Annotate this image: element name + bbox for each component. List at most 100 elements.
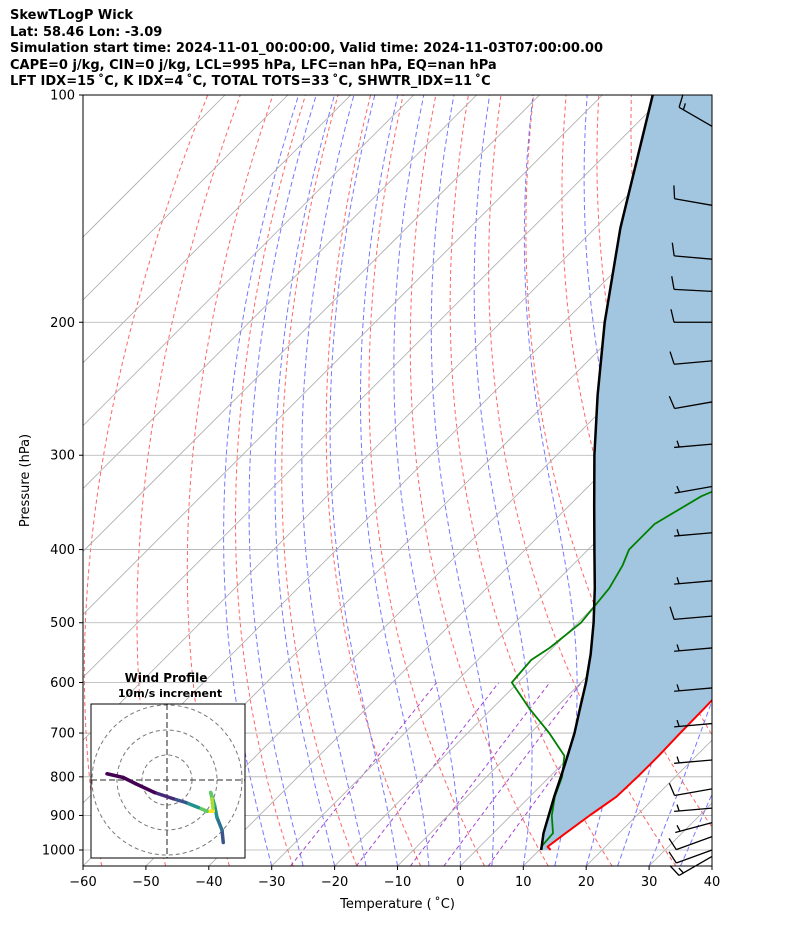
hodograph-segment: [105, 772, 125, 780]
wind-barb: [671, 276, 713, 293]
wind-barb: [674, 644, 713, 652]
dry-adiabat: [525, 95, 712, 828]
isotherm: [83, 95, 414, 427]
cape-cin-fill: [541, 95, 712, 850]
x-tick-label: 10: [515, 875, 532, 890]
y-tick-label: 700: [50, 727, 75, 742]
hodograph-segment: [215, 815, 224, 832]
wind-barb: [674, 684, 713, 692]
parcel-profile-line: [539, 95, 654, 851]
y-tick-label: 400: [50, 543, 75, 558]
wind-barb: [674, 577, 713, 585]
hodograph-segment: [134, 782, 157, 795]
x-tick-label: 0: [456, 875, 464, 890]
y-tick-label: 1000: [42, 844, 75, 859]
dry-adiabat: [729, 95, 794, 866]
dry-adiabat: [449, 95, 613, 866]
hodograph-segment: [121, 775, 138, 786]
moist-adiabat: [648, 699, 712, 866]
dry-adiabat: [325, 95, 422, 866]
hodograph-subtitle: 10m/s increment: [118, 687, 222, 700]
isotherm: [83, 95, 226, 238]
moist-adiabat: [473, 95, 533, 866]
dry-adiabat: [235, 95, 306, 866]
isotherm: [83, 95, 540, 553]
y-tick-label: 500: [50, 616, 75, 631]
moist-adiabat: [393, 95, 461, 866]
y-tick-label: 900: [50, 809, 75, 824]
isotherm: [397, 550, 712, 866]
x-tick-label: −40: [195, 875, 222, 890]
dry-adiabat: [762, 95, 794, 866]
hodograph-segment: [152, 790, 175, 801]
x-tick-label: −30: [258, 875, 285, 890]
wind-barb: [669, 606, 713, 621]
mixing-ratio-line: [443, 682, 582, 866]
x-tick-label: −10: [384, 875, 411, 890]
chart-title: SkewTLogP Wick: [10, 8, 134, 23]
moist-adiabat: [711, 864, 712, 866]
y-axis-label: Pressure (hPa): [18, 434, 33, 527]
dry-adiabat: [186, 95, 274, 866]
isotherm: [145, 299, 712, 866]
isotherm: [83, 95, 289, 301]
moist-adiabat: [523, 95, 578, 866]
x-axis: −60 −50 −40 −30 −20 −10 0 10 20 30 40 Temperature (…: [69, 866, 720, 912]
x-axis-label: Temperature ( ˚C): [339, 896, 455, 912]
plot-area: [83, 95, 794, 866]
mixing-ratio-line: [290, 682, 438, 866]
index-line: LFT IDX=15 ˚C, K IDX=4 ˚C, TOTAL TOTS=33…: [10, 74, 491, 89]
x-tick-label: 40: [704, 875, 721, 890]
wind-barb: [674, 756, 713, 764]
hodograph-segment: [184, 800, 200, 810]
wind-barb: [674, 719, 713, 728]
y-tick-label: 800: [50, 770, 75, 785]
location-line: Lat: 58.46 Lon: -3.09: [10, 24, 163, 40]
hodograph-segment: [171, 797, 188, 805]
cape-line: CAPE=0 j/kg, CIN=0 j/kg, LCL=995 hPa, LF…: [10, 57, 497, 73]
moist-adiabat: [274, 95, 336, 866]
dry-adiabat: [368, 95, 485, 866]
moist-adiabat: [223, 95, 300, 866]
isotherm: [334, 488, 712, 866]
moist-adiabat: [301, 95, 367, 866]
dry-adiabat: [136, 95, 241, 866]
wind-barb: [674, 485, 713, 494]
wind-barb: [668, 396, 713, 410]
dry-adiabat: [561, 95, 712, 736]
moist-adiabat: [617, 95, 698, 866]
x-tick-label: −20: [321, 875, 348, 890]
hodograph-segment: [210, 797, 215, 813]
x-tick-label: −50: [132, 875, 159, 890]
dry-adiabat: [83, 95, 209, 866]
wind-barbs: [668, 94, 713, 877]
wind-barb: [668, 836, 713, 851]
isotherm: [83, 95, 352, 364]
hodograph-segment: [220, 828, 225, 845]
y-tick-label: 200: [50, 316, 75, 331]
wind-barb: [671, 242, 713, 260]
chart-header: SkewTLogP Wick Lat: 58.46 Lon: -3.09 Sim…: [10, 8, 603, 91]
isotherm: [83, 95, 477, 490]
wind-barb: [678, 94, 713, 127]
moist-adiabat: [329, 95, 398, 866]
x-tick-label: 20: [578, 875, 595, 890]
y-axis: 100 200 300 400 500 600 700 800 900 1000 Pressure …: [18, 89, 83, 859]
wind-barb: [674, 804, 713, 813]
isotherm: [83, 95, 603, 615]
hodograph-inset: Wind Profile 10m/s increment: [90, 671, 246, 859]
wind-barb: [673, 185, 713, 206]
dry-adiabat: [281, 95, 358, 866]
mixing-ratio-lines: [290, 682, 624, 866]
y-tick-label: 100: [50, 89, 75, 104]
moist-adiabat: [430, 95, 495, 866]
wind-barb: [674, 529, 713, 537]
mixing-ratio-line: [355, 682, 500, 866]
moist-adiabat: [680, 792, 712, 866]
wind-barb: [668, 849, 713, 864]
moist-adiabat: [248, 95, 317, 866]
time-line: Simulation start time: 2024-11-01_00:00:…: [10, 41, 603, 56]
wind-barb: [670, 309, 712, 323]
dry-adiabat: [488, 95, 677, 866]
isotherm: [83, 110, 712, 741]
